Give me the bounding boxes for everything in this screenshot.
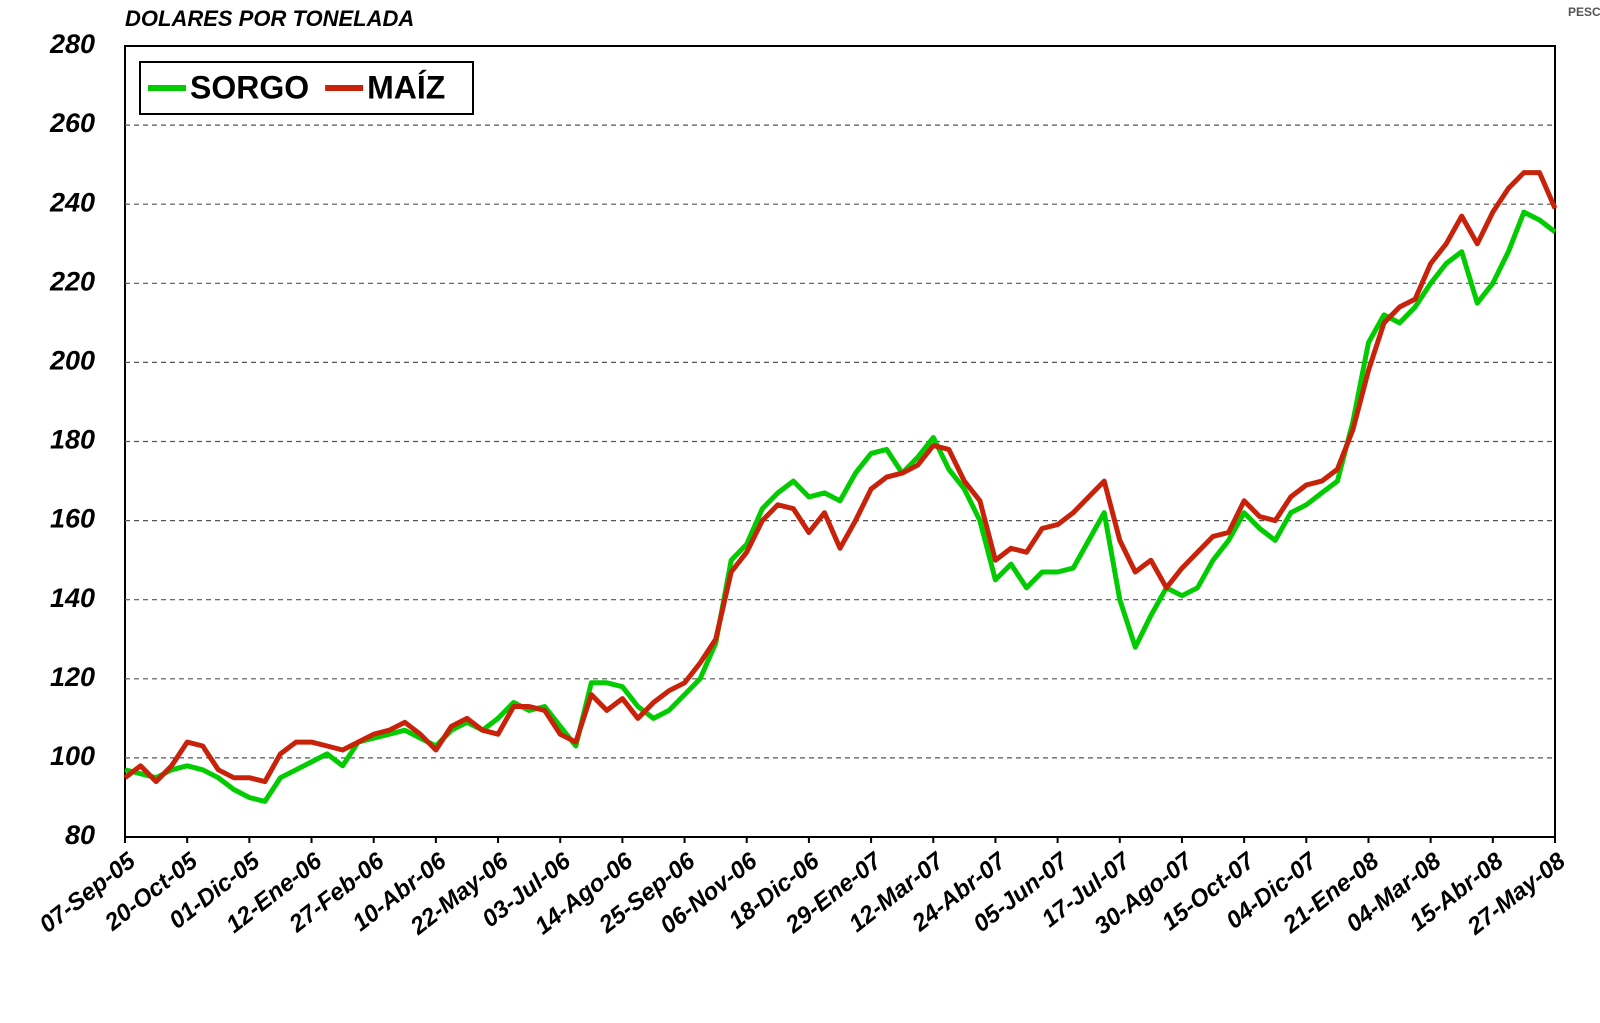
y-tick-label: 120 [50, 662, 95, 692]
source: PESCA Y ALIME [1568, 5, 1600, 19]
y-tick-label: 100 [50, 741, 95, 771]
y-tick-label: 240 [49, 187, 95, 217]
y-tick-label: 140 [50, 583, 95, 613]
legend-label: SORGO [190, 69, 309, 105]
y-tick-label: 200 [49, 346, 95, 376]
line-series [123, 170, 1558, 785]
y-tick-label: 220 [49, 266, 95, 296]
y-tick-label: 80 [65, 820, 95, 850]
y-tick-label: 280 [49, 29, 95, 59]
legend-label: MAÍZ [367, 69, 445, 105]
legend: SORGO MAÍZ [139, 61, 474, 115]
y-tick-label: 180 [50, 425, 95, 455]
y-tick-label: 260 [49, 108, 95, 138]
legend-box [139, 61, 474, 115]
y-tick-label: 160 [50, 504, 95, 534]
chart-title: DOLARES POR TONELADA [125, 6, 414, 31]
line-series [124, 209, 1557, 804]
